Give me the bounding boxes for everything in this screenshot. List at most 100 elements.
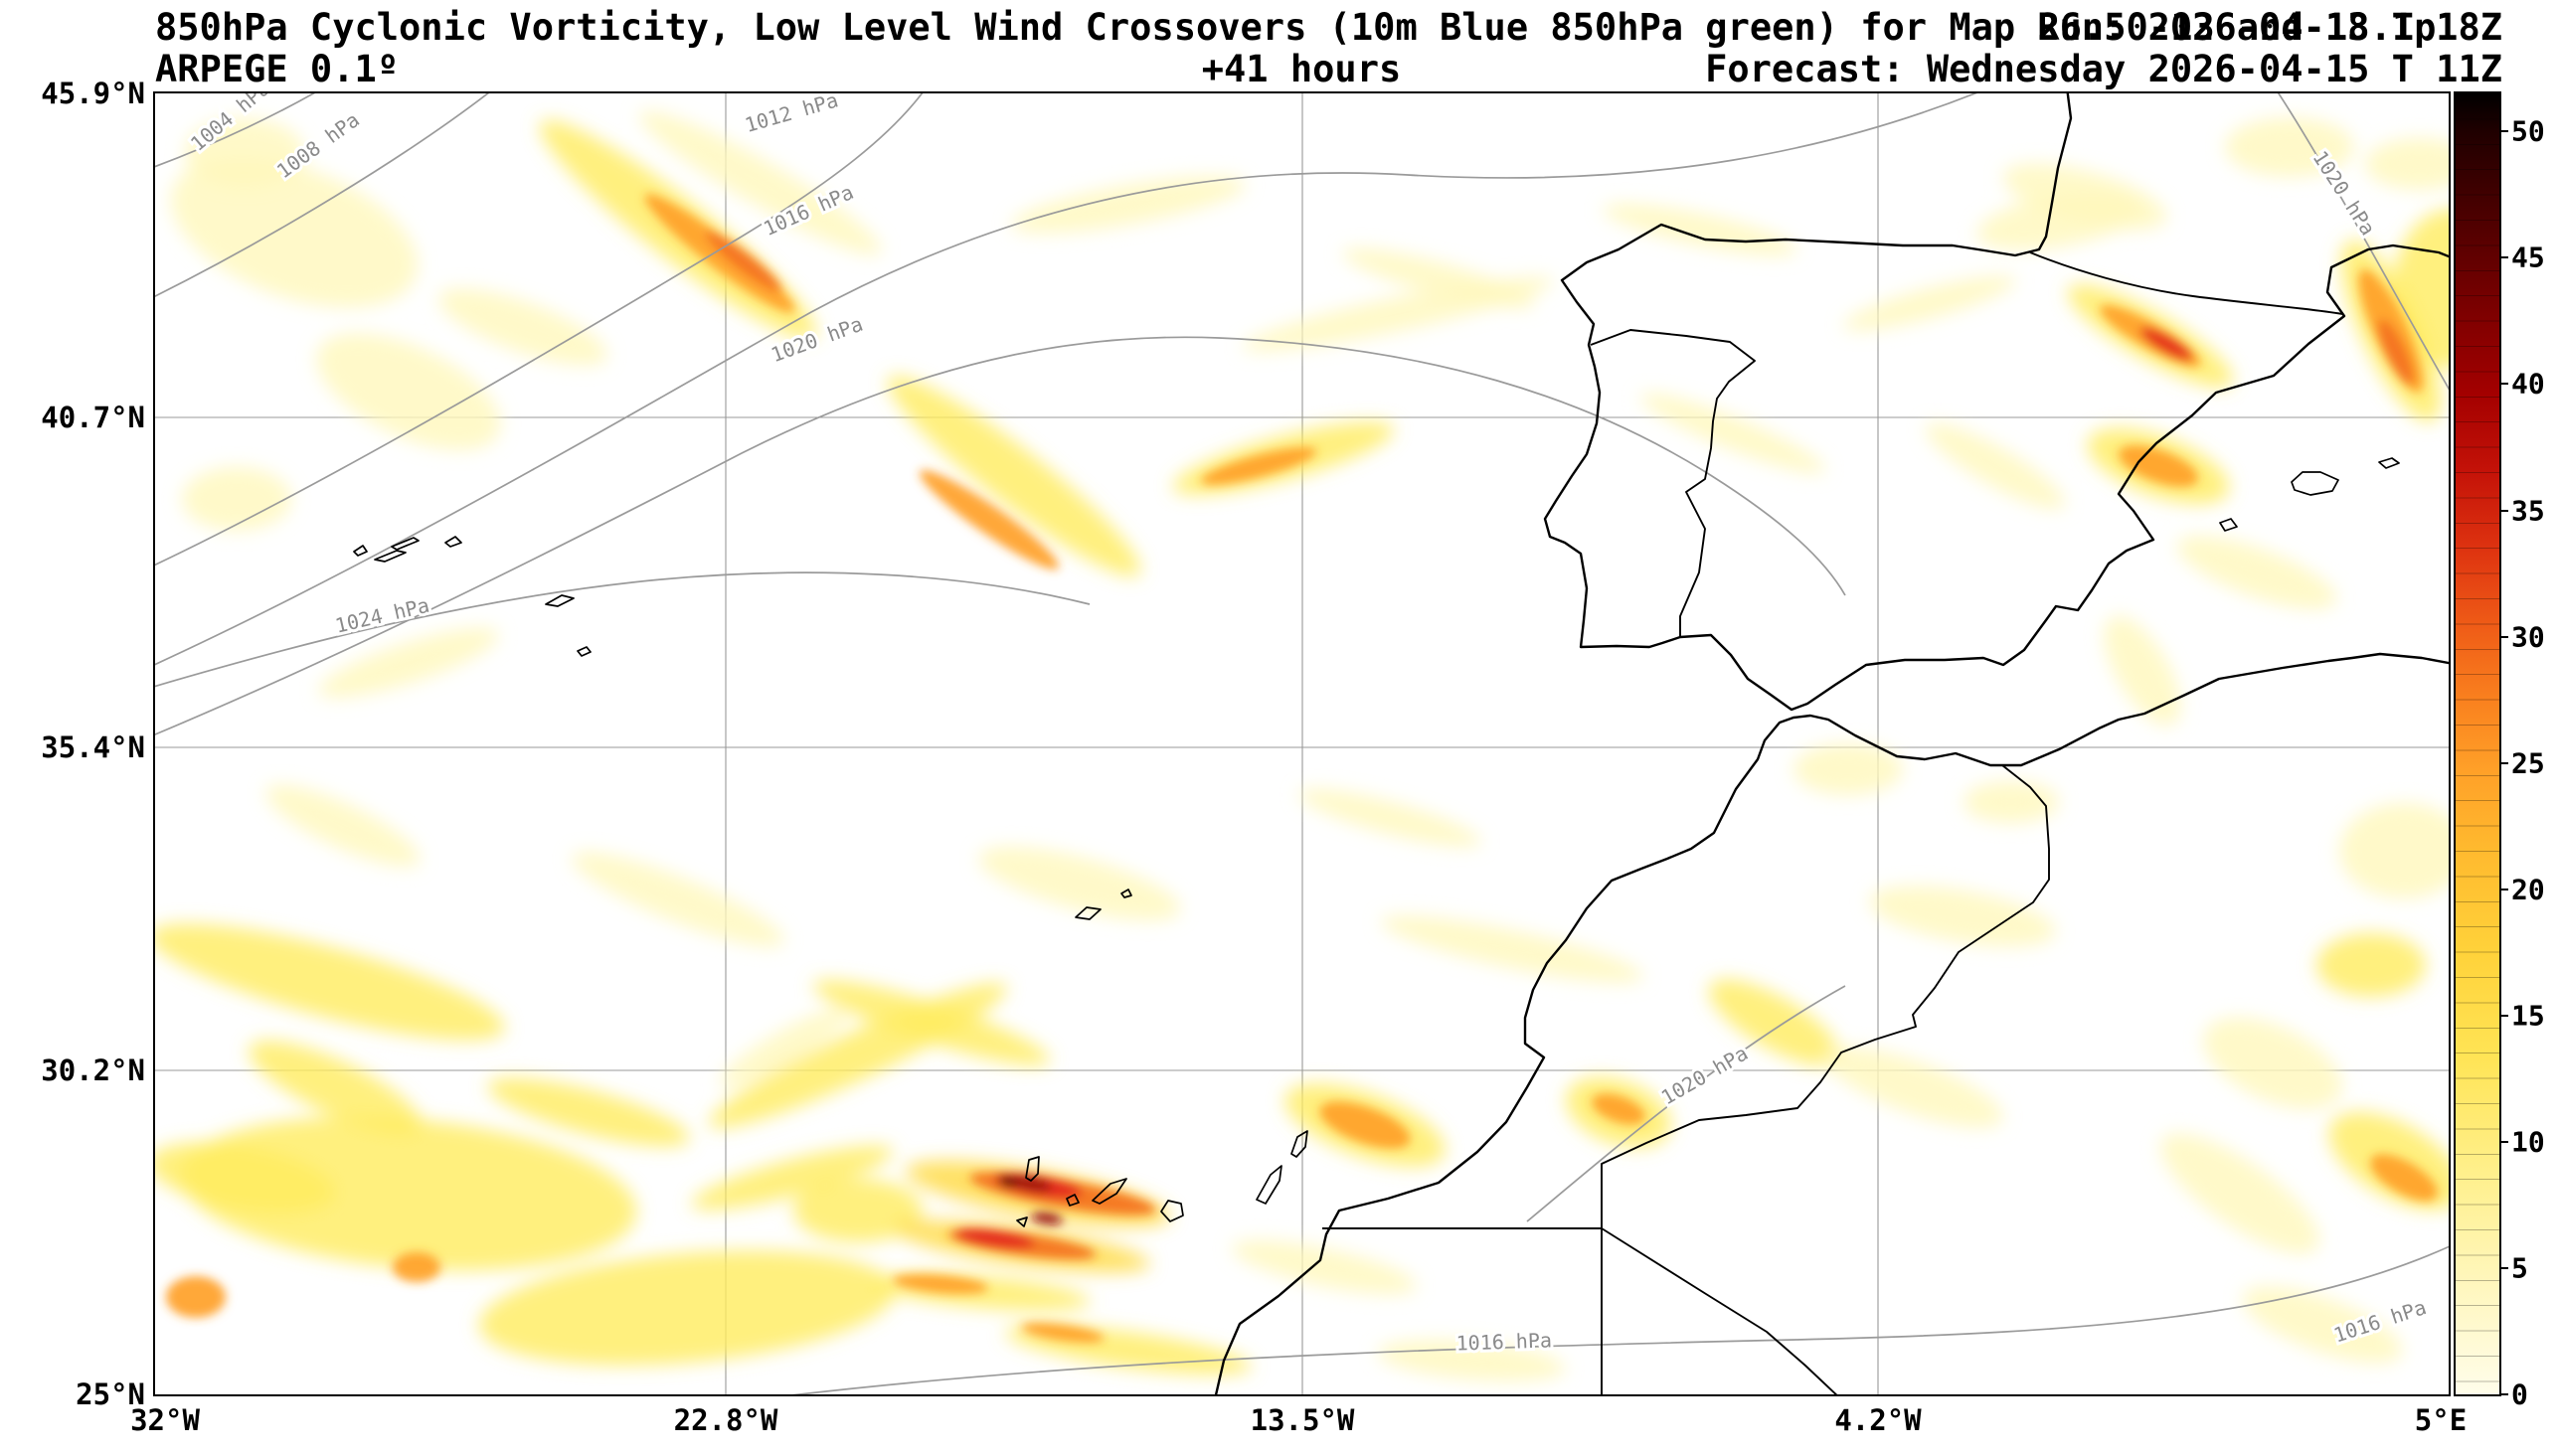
vorticity-blob: [644, 194, 795, 313]
vorticity-blob: [639, 110, 882, 255]
colorbar-tick-label: 30: [2511, 620, 2545, 654]
vorticity-blob: [1842, 275, 2017, 331]
vorticity-blob: [1708, 979, 1841, 1066]
vorticity-blob: [2242, 1286, 2403, 1364]
colorbar-tick: [2499, 510, 2508, 512]
vorticity-blob: [1592, 1093, 1645, 1125]
isobar-path: [791, 1245, 2449, 1394]
vorticity-blob: [1231, 1239, 1418, 1295]
vorticity-blob: [2119, 445, 2198, 487]
vorticity-blob: [249, 1040, 422, 1135]
colorbar-tick: [2499, 383, 2508, 385]
vorticity-blob: [265, 784, 421, 868]
vorticity-blob: [1342, 247, 1535, 309]
colorbar-tick-label: 10: [2511, 1125, 2545, 1159]
vorticity-blob: [1031, 1212, 1063, 1225]
border-algeria-mauritania: [1601, 1227, 1838, 1394]
colorbar-tick: [2499, 636, 2508, 638]
lat-tick-label: 30.2°N: [41, 1053, 145, 1087]
isobar-label: 1024 hPa: [333, 593, 431, 638]
colorbar-tick-label: 15: [2511, 999, 2545, 1033]
lon-tick-label: 13.5°W: [1250, 1403, 1355, 1437]
border-pyrenees: [2029, 251, 2343, 315]
vorticity-blob: [170, 157, 419, 308]
vorticity-blob: [318, 628, 499, 698]
vorticity-blob: [2370, 1154, 2438, 1202]
colorbar-tick: [2499, 762, 2508, 764]
vorticity-blob: [2176, 536, 2337, 609]
vorticity-blob: [719, 1008, 850, 1087]
vorticity-blob: [978, 846, 1181, 921]
vorticity-blob: [893, 1274, 988, 1294]
colorbar-tick: [2499, 889, 2508, 890]
isobar-path: [1526, 985, 1846, 1222]
lat-tick-label: 25°N: [76, 1377, 145, 1411]
vorticity-blob: [180, 1116, 637, 1271]
vorticity-blob: [2160, 1133, 2319, 1254]
colorbar-tick-label: 50: [2511, 114, 2545, 148]
colorbar-tick-label: 25: [2511, 746, 2545, 780]
vorticity-blob: [793, 1179, 923, 1242]
vorticity-blob: [709, 982, 1007, 1129]
vorticity-blob: [2203, 1017, 2342, 1110]
vorticity-blob: [2378, 319, 2414, 385]
colorbar-tick: [2499, 1015, 2508, 1017]
colorbar-tick: [2499, 1393, 2508, 1395]
vorticity-blob: [478, 1250, 896, 1366]
vorticity-blob: [316, 333, 501, 450]
vorticity-blob: [691, 1145, 894, 1211]
vorticity-blob: [437, 288, 608, 366]
coastline-iberia-france: [1543, 93, 2449, 712]
lead-time-label: +41 hours: [1201, 48, 1402, 90]
vorticity-blob: [2316, 933, 2426, 997]
vorticity-core-layer: [166, 194, 2438, 1343]
vorticity-blob: [1380, 915, 1644, 983]
vorticity-blob: [155, 923, 505, 1041]
islands-balearic: [2219, 457, 2400, 532]
lat-tick-label: 35.4°N: [41, 730, 145, 764]
colorbar-tick-label: 5: [2511, 1251, 2528, 1285]
lat-tick-label: 45.9°N: [41, 77, 145, 110]
vorticity-blob: [1824, 1047, 2003, 1128]
lat-tick-label: 40.7°N: [41, 401, 145, 434]
border-morocco-algeria: [1601, 764, 2050, 1228]
coastline-north-africa: [1214, 652, 2449, 1394]
vorticity-blob: [919, 469, 1060, 570]
isobar-path: [155, 93, 490, 297]
colorbar-tick: [2499, 1267, 2508, 1269]
vorticity-blob: [2225, 117, 2354, 177]
vorticity-blob: [487, 1077, 690, 1147]
colorbar-gradient: [2456, 93, 2499, 1394]
lon-tick-label: 4.2°W: [1834, 1403, 1922, 1437]
vorticity-blob: [1640, 393, 1825, 474]
vorticity-blob: [393, 1252, 440, 1282]
vorticity-blob: [1603, 203, 1797, 256]
isobar-path: [2277, 93, 2449, 391]
colorbar-tick-label: 35: [2511, 494, 2545, 528]
vorticity-blob: [1976, 191, 2143, 250]
colorbar: [2454, 91, 2501, 1396]
vorticity-blob: [2104, 615, 2181, 727]
vorticity-blob: [185, 118, 304, 188]
isobar-path: [155, 571, 1091, 688]
isobar-label: 1016 hPa: [1455, 1328, 1552, 1355]
isobar-label: 1020 hPa: [1657, 1041, 1752, 1109]
map-plot-area: 1004 hPa 1008 hPa 1012 hPa 1016 hPa 1020…: [153, 91, 2451, 1396]
islands-canary: [1016, 1130, 1308, 1227]
run-label: Run: 2026-04-13 T 18Z: [2037, 6, 2502, 49]
vorticity-blob: [1963, 781, 2059, 823]
vorticity-blob: [1298, 788, 1481, 848]
colorbar-tick: [2499, 130, 2508, 132]
vorticity-blob: [1010, 176, 1247, 234]
vorticity-blob: [155, 1142, 335, 1213]
isobar-path: [155, 336, 1846, 735]
vorticity-blob: [182, 467, 291, 531]
isobar-path: [155, 93, 924, 566]
vorticity-blob: [887, 376, 1141, 576]
colorbar-tick-label: 20: [2511, 873, 2545, 906]
border-portugal-spain: [1590, 329, 1756, 637]
vorticity-blob: [1926, 422, 2065, 510]
colorbar-tick: [2499, 1141, 2508, 1143]
colorbar-tick-label: 0: [2511, 1377, 2528, 1411]
